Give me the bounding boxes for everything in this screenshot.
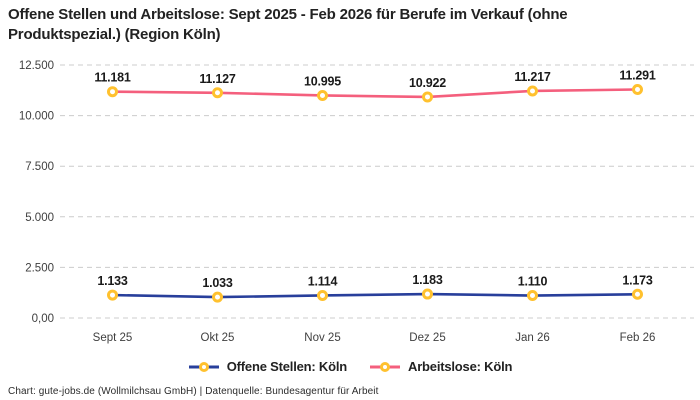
data-point-marker[interactable] bbox=[422, 288, 433, 300]
data-point-marker[interactable] bbox=[632, 83, 643, 95]
y-tick-label: 7.500 bbox=[25, 161, 54, 173]
chart-title: Offene Stellen und Arbeitslose: Sept 202… bbox=[8, 6, 568, 43]
legend-label-offene-stellen: Offene Stellen: Köln bbox=[226, 359, 347, 374]
legend-label-arbeitslose: Arbeitslose: Köln bbox=[408, 359, 513, 374]
x-tick-label: Okt 25 bbox=[201, 332, 235, 344]
series-line bbox=[111, 292, 639, 299]
line-chart: 0,00 2.500 5.000 7.500 10.000 12.500 Sept 25 Ok… bbox=[0, 50, 700, 350]
y-tick-label: 5.000 bbox=[25, 212, 54, 224]
data-point-label: 11.217 bbox=[514, 70, 551, 84]
x-tick-label: Nov 25 bbox=[304, 332, 340, 344]
x-tick-label: Feb 26 bbox=[620, 332, 656, 344]
data-point-marker[interactable] bbox=[632, 288, 643, 300]
footer-credit: Chart: gute-jobs.de (Wollmilchsau GmbH) … bbox=[8, 386, 379, 397]
y-tick-label: 0,00 bbox=[32, 313, 54, 325]
legend-item-offene-stellen[interactable]: Offene Stellen: Köln bbox=[188, 359, 347, 374]
data-point-marker[interactable] bbox=[527, 290, 538, 302]
data-point-label: 11.291 bbox=[619, 68, 656, 82]
data-point-marker[interactable] bbox=[317, 89, 328, 101]
data-point-label: 1.114 bbox=[308, 274, 338, 288]
y-tick-label: 10.000 bbox=[19, 111, 54, 123]
x-tick-label: Sept 25 bbox=[93, 332, 133, 344]
data-point-marker[interactable] bbox=[212, 87, 223, 99]
chart-canvas: 0,00 2.500 5.000 7.500 10.000 12.500 Sept 25 Ok… bbox=[19, 60, 694, 344]
data-point-marker[interactable] bbox=[527, 85, 538, 97]
data-point-label: 11.181 bbox=[94, 71, 131, 85]
data-point-label: 1.033 bbox=[202, 276, 233, 290]
series-line bbox=[111, 88, 639, 99]
data-point-label: 1.110 bbox=[518, 275, 548, 289]
legend-item-arbeitslose[interactable]: Arbeitslose: Köln bbox=[369, 359, 512, 374]
data-point-marker[interactable] bbox=[317, 289, 328, 301]
data-point-marker[interactable] bbox=[107, 86, 118, 98]
y-tick-label: 12.500 bbox=[19, 60, 54, 72]
legend: Offene Stellen: Köln Arbeitslose: Köln bbox=[0, 359, 700, 374]
data-point-label: 1.183 bbox=[412, 273, 443, 287]
legend-swatch-offene-stellen-icon bbox=[188, 361, 219, 372]
data-point-marker[interactable] bbox=[422, 91, 433, 103]
data-point-label: 1.173 bbox=[622, 273, 653, 287]
data-point-marker[interactable] bbox=[212, 291, 223, 303]
data-point-label: 10.995 bbox=[304, 74, 341, 88]
x-tick-label: Dez 25 bbox=[409, 332, 445, 344]
x-tick-label: Jan 26 bbox=[515, 332, 550, 344]
data-point-label: 10.922 bbox=[409, 76, 446, 90]
data-point-label: 11.127 bbox=[199, 72, 236, 86]
legend-swatch-arbeitslose-icon bbox=[370, 361, 400, 372]
data-point-marker[interactable] bbox=[107, 289, 118, 301]
data-point-label: 1.133 bbox=[97, 274, 128, 288]
y-tick-label: 2.500 bbox=[25, 262, 54, 274]
